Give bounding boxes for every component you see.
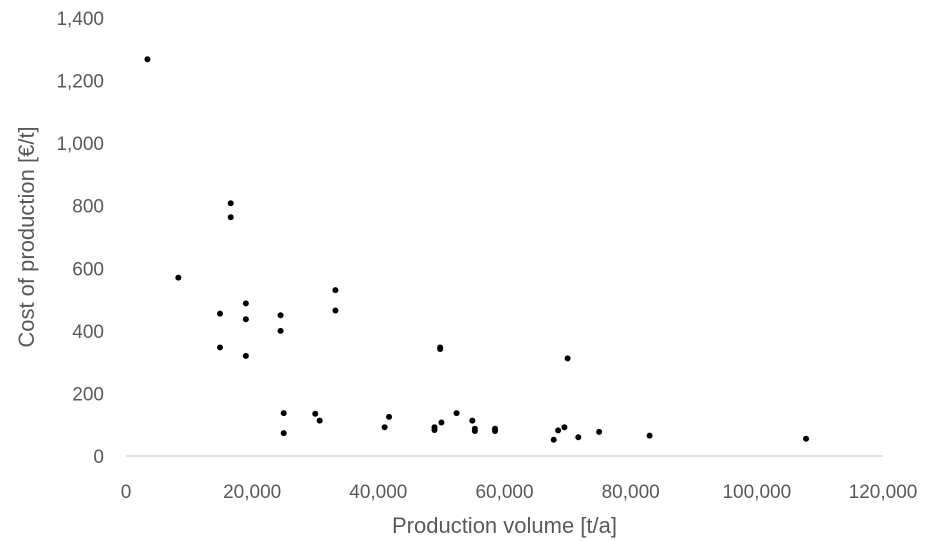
x-axis-ticks: 0 20,000 40,000 60,000 80,000 100,000 120,000 [121, 482, 918, 503]
data-point [280, 430, 287, 437]
y-tick-label: 1,200 [56, 72, 104, 93]
data-point [175, 274, 182, 281]
y-tick-label: 400 [72, 322, 104, 343]
data-point [437, 346, 444, 353]
data-point [453, 410, 460, 417]
data-point [803, 435, 810, 442]
y-tick-label: 1,400 [56, 9, 104, 30]
y-tick-label: 200 [72, 384, 104, 405]
data-point [144, 56, 151, 63]
data-point [381, 424, 388, 431]
y-tick-label: 600 [72, 259, 104, 280]
y-tick-label: 0 [93, 447, 104, 468]
y-tick-label: 800 [72, 197, 104, 218]
data-point [555, 427, 562, 434]
data-point [471, 427, 478, 434]
data-point [575, 434, 582, 441]
x-tick-label: 100,000 [722, 482, 791, 503]
y-tick-label: 1,000 [56, 134, 104, 155]
data-point [316, 417, 323, 424]
x-tick-label: 120,000 [849, 482, 918, 503]
x-tick-label: 80,000 [602, 482, 660, 503]
data-point [277, 312, 284, 319]
data-point [242, 316, 249, 323]
data-point [561, 424, 568, 431]
x-tick-label: 60,000 [475, 482, 533, 503]
data-point [242, 352, 249, 359]
data-point [431, 427, 438, 434]
data-point [564, 355, 571, 362]
x-axis-title: Production volume [t/a] [392, 513, 617, 538]
x-tick-label: 0 [121, 482, 132, 503]
x-tick-label: 40,000 [349, 482, 407, 503]
data-point [596, 428, 603, 435]
data-point [646, 432, 653, 439]
data-point [216, 310, 223, 317]
data-point [386, 413, 393, 420]
data-point [438, 419, 445, 426]
data-point [280, 410, 287, 417]
data-point [242, 300, 249, 307]
data-point [227, 200, 234, 207]
x-tick-label: 20,000 [223, 482, 281, 503]
y-axis-ticks: 0 200 400 600 800 1,000 1,200 1,400 [56, 9, 104, 468]
data-points [144, 56, 810, 443]
y-axis-title: Cost of production [€/t] [14, 126, 39, 347]
data-point [469, 417, 476, 424]
data-point [312, 410, 319, 417]
data-point [550, 436, 557, 443]
data-point [227, 214, 234, 221]
data-point [277, 327, 284, 334]
data-point [492, 427, 499, 434]
data-point [216, 344, 223, 351]
data-point [332, 307, 339, 314]
data-point [332, 287, 339, 294]
